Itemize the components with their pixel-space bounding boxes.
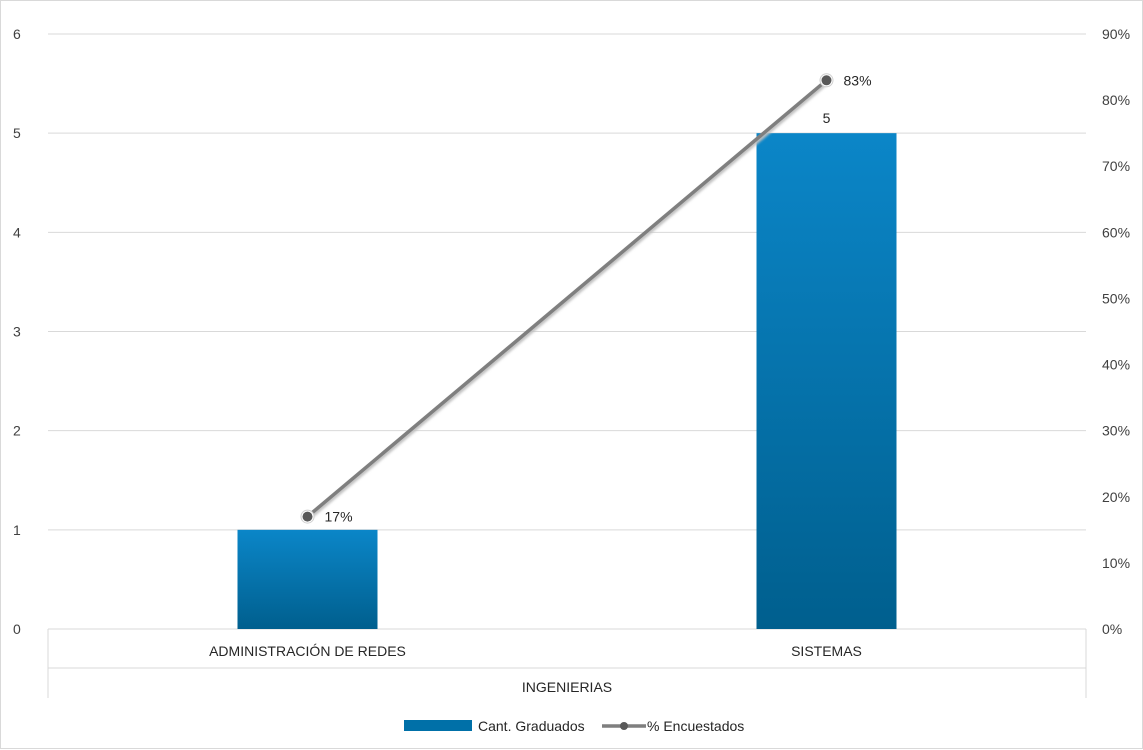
bar	[756, 133, 897, 629]
y-tick-label: 6	[13, 26, 21, 42]
y2-tick-label: 50%	[1102, 290, 1130, 306]
y2-tick-label: 60%	[1102, 224, 1130, 240]
y2-tick-label: 0%	[1102, 621, 1122, 637]
y2-tick-label: 20%	[1102, 489, 1130, 505]
y-tick-label: 2	[13, 423, 21, 439]
line-marker	[302, 511, 313, 522]
line-series	[305, 78, 829, 519]
y-tick-label: 5	[13, 125, 21, 141]
x-category-label: SISTEMAS	[791, 643, 862, 659]
y2-tick-label: 10%	[1102, 555, 1130, 571]
line-shadow	[307, 80, 829, 521]
y-tick-label: 4	[13, 224, 21, 240]
legend-bar-label: Cant. Graduados	[478, 718, 585, 734]
bar-data-label: 5	[823, 110, 831, 126]
y2-tick-label: 80%	[1102, 92, 1130, 108]
x-axis-title: INGENIERIAS	[522, 679, 612, 695]
legend-line-label: % Encuestados	[647, 718, 744, 734]
bar	[237, 529, 378, 629]
y-tick-label: 3	[13, 324, 21, 340]
line-data-label: 17%	[325, 509, 353, 525]
line-marker	[821, 75, 832, 86]
y2-tick-label: 70%	[1102, 158, 1130, 174]
y-tick-label: 0	[13, 621, 21, 637]
y2-tick-label: 30%	[1102, 423, 1130, 439]
y-tick-label: 1	[13, 522, 21, 538]
y2-tick-label: 40%	[1102, 357, 1130, 373]
y2-tick-label: 90%	[1102, 26, 1130, 42]
legend-line-marker	[620, 722, 628, 730]
x-category-label: ADMINISTRACIÓN DE REDES	[209, 643, 406, 659]
legend-bar-swatch	[404, 720, 472, 731]
line-data-label: 83%	[844, 72, 872, 88]
